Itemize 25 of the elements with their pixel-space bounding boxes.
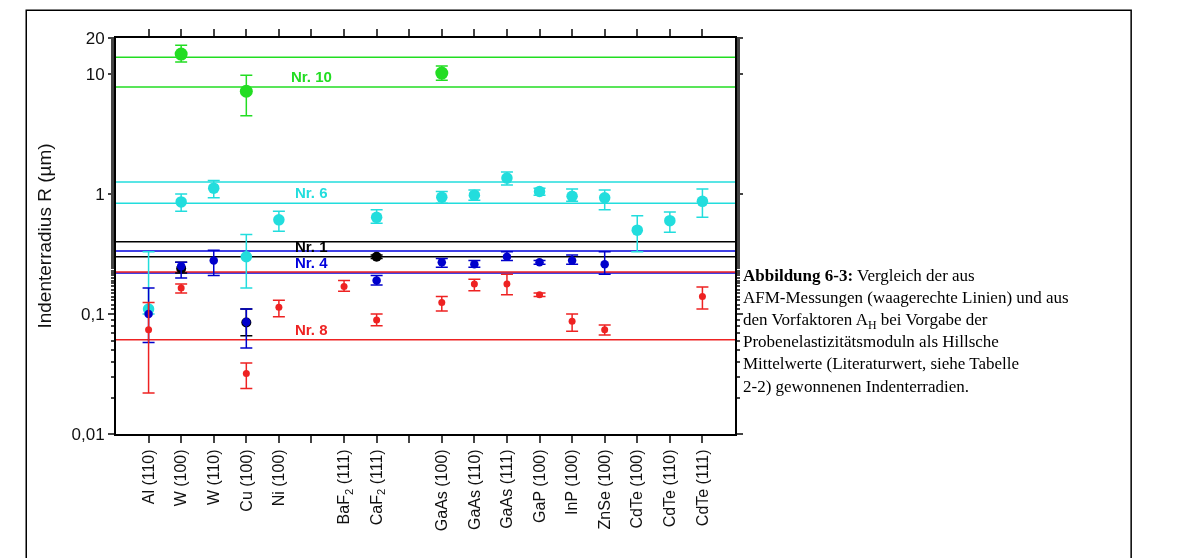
x-tick-label: CdTe (100) [628, 449, 646, 529]
x-tick-label: GaAs (100) [432, 449, 450, 532]
x-tick-label: Cu (100) [237, 449, 255, 512]
x-tick-label: ZnSe (100) [595, 449, 613, 530]
ref-line-label: Nr. 10 [291, 68, 332, 85]
x-tick-label: CdTe (110) [661, 449, 679, 528]
y-axis-title: Indenterradius R (µm) [33, 143, 55, 329]
y-tick-label: 0,01 [71, 424, 105, 444]
x-tick-label: GaP (100) [530, 449, 548, 523]
y-tick-label: 20 [85, 28, 105, 48]
y-tick-label: 1 [95, 185, 105, 205]
x-tick-label: Al (110) [139, 449, 157, 505]
x-tick-label: W (100) [172, 449, 190, 507]
ref-line-label: Nr. 4 [295, 254, 329, 271]
x-tick-label: W (110) [204, 449, 222, 506]
x-tick-label: InP (100) [563, 449, 581, 515]
y-tick-label: 0,1 [80, 304, 105, 324]
ref-line-label: Nr. 6 [295, 184, 328, 201]
text: Abbildung 6-3: [743, 266, 854, 285]
ref-line-label: Nr. 8 [295, 321, 328, 338]
x-tick-label: CdTe (111) [693, 449, 711, 527]
x-tick-label: GaAs (111) [498, 449, 516, 529]
x-tick-label: Ni (100) [270, 449, 288, 507]
x-tick-label: GaAs (110) [465, 449, 483, 531]
y-tick-label: 10 [85, 65, 105, 85]
